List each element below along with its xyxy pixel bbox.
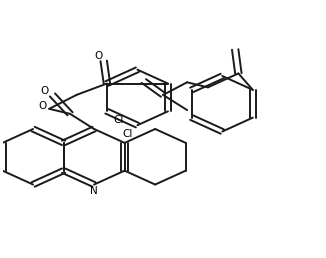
Text: O: O	[39, 101, 47, 111]
Text: O: O	[95, 51, 103, 61]
Text: O: O	[40, 86, 49, 96]
Text: N: N	[90, 186, 98, 196]
Text: Cl: Cl	[123, 129, 133, 139]
Text: Cl: Cl	[113, 115, 123, 125]
